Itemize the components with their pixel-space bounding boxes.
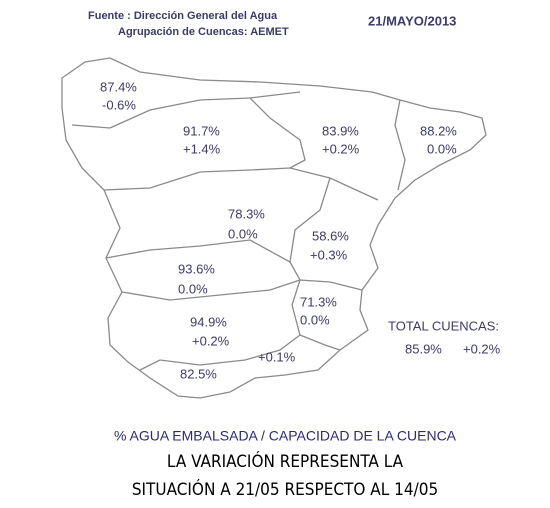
basin-border [103,167,379,201]
basin-border [139,334,301,371]
total-label: TOTAL CUENCAS: [388,318,499,333]
region-percent: 93.6% [178,261,215,276]
map-outline [61,57,487,399]
region-change: +0.2% [192,333,230,348]
region-change: 0.0% [228,226,258,241]
region-percent: 88.2% [420,123,457,138]
region-percent: 82.5% [180,366,217,381]
region-change: +1.4% [183,141,221,156]
region-change: -0.6% [102,97,136,112]
region-change: 0.0% [178,281,208,296]
footer-note: LA VARIACIÓN REPRESENTA LA [167,450,404,472]
total-percent: 85.9% [405,341,442,356]
region-percent: 83.9% [322,123,359,138]
group-text: Agrupación de Cuencas: AEMET [118,26,289,38]
region-change: +0.3% [310,247,348,262]
region-percent: 71.3% [300,294,337,309]
region-percent: 91.7% [183,123,220,138]
footer-note: SITUACIÓN A 21/05 RESPECTO AL 14/05 [132,478,438,500]
date-text: 21/MAYO/2013 [368,13,456,28]
region-percent: 94.9% [190,314,227,329]
region-change: 0.0% [427,141,457,156]
region-percent: 78.3% [228,206,265,221]
coastline [61,57,487,399]
region-change: 0.0% [300,312,330,327]
footer-caption: % AGUA EMBALSADA / CAPACIDAD DE LA CUENC… [114,428,457,444]
region-change: +0.2% [322,141,360,156]
basin-border [71,91,301,129]
source-text: Fuente : Dirección General del Agua [88,10,278,22]
total-change: +0.2% [463,341,501,356]
basin-border [394,99,406,191]
region-percent: 58.6% [312,228,349,243]
basin-border [249,97,306,169]
region-change: +0.1% [258,349,296,364]
basin-border [121,279,301,301]
region-percent: 87.4% [100,79,137,94]
basin-border [105,239,291,263]
